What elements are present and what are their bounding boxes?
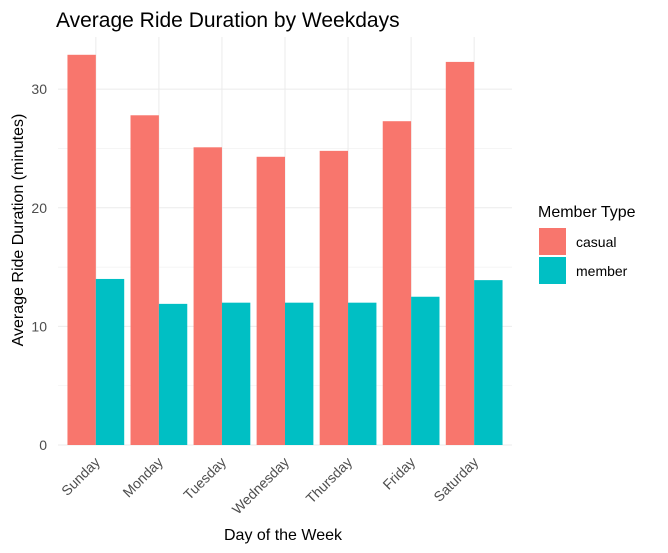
y-tick-label: 20 bbox=[31, 200, 47, 216]
legend-key-casual bbox=[539, 228, 566, 255]
bar-casual-thursday bbox=[319, 150, 349, 445]
x-tick-label: Monday bbox=[119, 454, 166, 501]
x-axis-title: Day of the Week bbox=[224, 527, 343, 544]
bar-casual-saturday bbox=[445, 61, 475, 445]
y-tick-label: 0 bbox=[39, 437, 47, 453]
bar-casual-tuesday bbox=[193, 147, 222, 446]
x-tick-label: Sunday bbox=[58, 454, 103, 499]
x-axis-ticks: Sunday Monday Tuesday Wednesday Thursday Frid… bbox=[58, 454, 481, 517]
bar-member-wednesday bbox=[285, 302, 314, 445]
bar-casual-monday bbox=[130, 115, 159, 446]
bar-member-friday bbox=[411, 296, 440, 445]
y-tick-label: 30 bbox=[31, 81, 47, 97]
x-tick-label: Saturday bbox=[430, 454, 481, 505]
chart-title: Average Ride Duration by Weekdays bbox=[56, 9, 400, 32]
y-axis-title: Average Ride Duration (minutes) bbox=[10, 114, 27, 347]
bars bbox=[67, 54, 503, 446]
y-axis-ticks: 0 10 20 30 bbox=[31, 81, 47, 453]
bar-casual-wednesday bbox=[256, 156, 285, 445]
x-tick-label: Friday bbox=[379, 454, 418, 493]
x-tick-label: Tuesday bbox=[180, 454, 229, 503]
bar-casual-friday bbox=[382, 121, 412, 446]
legend-label-member: member bbox=[576, 263, 628, 279]
legend-key-member bbox=[539, 257, 566, 284]
bar-member-thursday bbox=[348, 302, 377, 445]
bar-member-monday bbox=[158, 303, 188, 445]
legend: Member Type casual member bbox=[538, 204, 636, 284]
legend-title: Member Type bbox=[538, 204, 636, 221]
bar-member-sunday bbox=[95, 278, 125, 445]
legend-label-casual: casual bbox=[576, 234, 616, 250]
bar-member-saturday bbox=[474, 280, 503, 445]
x-tick-label: Wednesday bbox=[229, 454, 292, 517]
y-tick-label: 10 bbox=[31, 318, 47, 334]
x-tick-label: Thursday bbox=[303, 454, 356, 507]
bar-member-tuesday bbox=[221, 302, 251, 445]
bar-casual-sunday bbox=[67, 54, 96, 445]
